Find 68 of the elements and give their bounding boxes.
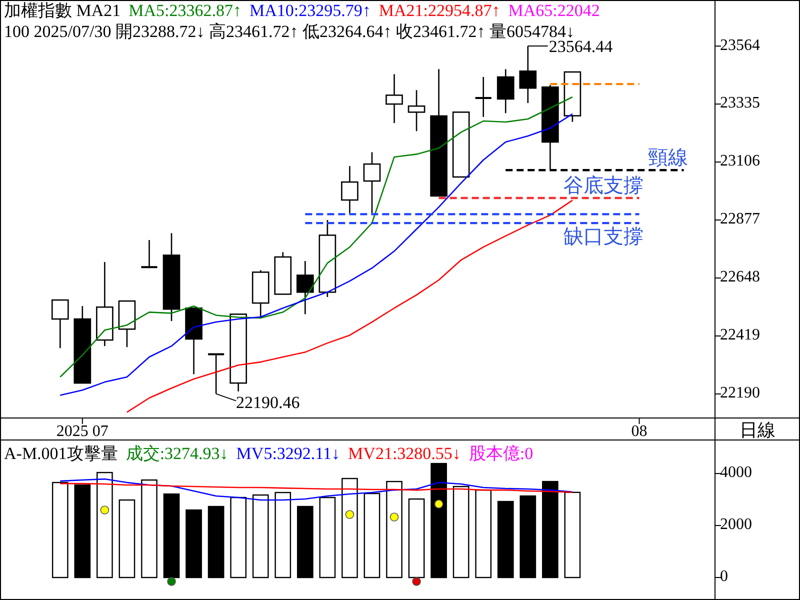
- bar: [386, 480, 402, 578]
- bar: [497, 500, 514, 578]
- candlestick: [51, 299, 69, 349]
- bar: [296, 506, 314, 578]
- bar: [186, 509, 202, 578]
- point: [167, 577, 176, 586]
- bar: [74, 484, 91, 578]
- bar: [520, 495, 536, 578]
- legend-label: MA65:22042: [508, 1, 600, 20]
- annotation: 頸線: [648, 147, 688, 170]
- bar: [163, 493, 180, 578]
- annotation: 谷底支撐: [563, 174, 644, 197]
- bar: [452, 486, 470, 578]
- y-tick-label: 0: [720, 568, 728, 586]
- point: [434, 500, 444, 508]
- bar: [430, 462, 447, 578]
- y-tick-label: 4000: [720, 464, 752, 482]
- bar: [408, 498, 425, 578]
- bar: [475, 489, 492, 578]
- text: 日線: [740, 420, 776, 440]
- x-tick-label: 08: [631, 423, 648, 440]
- annotation: 缺口支撐: [563, 226, 644, 248]
- y-tick-label: 22190: [720, 384, 760, 402]
- line-series: [59, 482, 574, 493]
- bar: [564, 492, 581, 578]
- series-label: MV5:3292.11↓: [236, 444, 340, 463]
- candlestick: [341, 165, 358, 214]
- x-tick-label: 2025 07: [56, 423, 108, 440]
- y-tick-label: 23564: [720, 36, 760, 54]
- bar: [319, 496, 336, 578]
- series-label: 成交:3274.93↓: [126, 444, 228, 463]
- y-tick-label: 22877: [720, 210, 760, 228]
- candlestick: [496, 68, 514, 114]
- bar: [208, 506, 224, 578]
- bar: [230, 496, 247, 578]
- text: MA21:22954.87↑: [378, 1, 500, 20]
- legend-label: 股本億:0: [468, 444, 534, 463]
- line-series: [59, 478, 574, 501]
- candlestick: [408, 89, 426, 132]
- candlestick: [363, 152, 381, 214]
- text: MA10:23295.79↑: [250, 1, 371, 20]
- text: MA5:23362.87↑: [128, 1, 242, 20]
- bar: [52, 482, 68, 578]
- bar: [274, 492, 292, 578]
- point: [390, 512, 399, 522]
- candlestick: [140, 239, 158, 268]
- bar: [364, 492, 380, 578]
- chart-title: 加權指數 MA21: [4, 1, 121, 20]
- annotation: 22190.46: [236, 392, 300, 412]
- chart-title: A-M.001攻擊量: [4, 444, 118, 463]
- bar: [141, 479, 158, 578]
- bar: [342, 478, 358, 578]
- point: [345, 510, 354, 519]
- series-label: MV21:3280.55↓: [348, 444, 461, 463]
- candlestick: [474, 76, 492, 118]
- candlestick: [386, 74, 403, 124]
- y-tick-label: 23106: [720, 152, 760, 170]
- candlestick: [296, 260, 314, 315]
- bar: [96, 472, 113, 578]
- bar: [252, 494, 269, 578]
- y-tick-label: 23335: [720, 94, 760, 112]
- bar: [118, 499, 136, 578]
- y-tick-label: 22648: [720, 268, 760, 286]
- point: [412, 577, 421, 586]
- y-tick-label: 2000: [720, 516, 752, 534]
- point: [100, 506, 110, 514]
- y-tick-label: 22419: [720, 326, 760, 344]
- bar: [542, 480, 558, 578]
